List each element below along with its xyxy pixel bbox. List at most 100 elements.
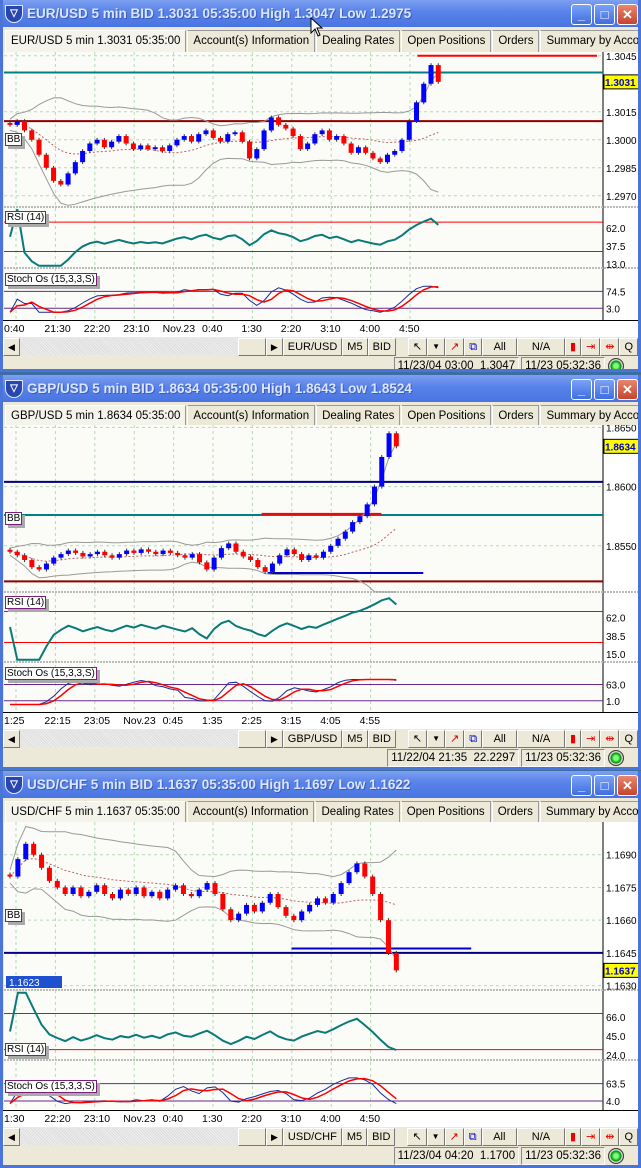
tab-summary-by-accounts[interactable]: Summary by Accounts (540, 30, 638, 52)
cursor-tool-icon[interactable]: ↖ (407, 729, 428, 748)
title-bar[interactable]: ▽ GBP/USD 5 min BID 1.8634 05:35:00 High… (3, 375, 638, 402)
symbol-button[interactable]: GBP/USD (282, 729, 343, 748)
tab-chart[interactable]: GBP/USD 5 min 1.8634 05:35:00 (5, 405, 187, 427)
stoch-indicator-label[interactable]: Stoch Os (15,3,3,S) (5, 1080, 97, 1093)
time-tick-label: 2:20 (280, 323, 302, 335)
na-button[interactable]: N/A (517, 729, 565, 748)
rsi-indicator-label[interactable]: RSI (14) (5, 211, 47, 224)
timeframe-button[interactable]: M5 (341, 1127, 368, 1146)
candle-up (428, 65, 434, 84)
scroll-right-button[interactable]: ▶ (265, 337, 283, 356)
price-chart[interactable]: 1.3045 1.3015 1.3000 1.2985 1.2970 1.3031 62.0… (4, 52, 639, 320)
tab-open-positions[interactable]: Open Positions (401, 405, 492, 427)
minimize-button[interactable]: _ (571, 775, 592, 796)
title-bar[interactable]: ▽ EUR/USD 5 min BID 1.3031 05:35:00 High… (3, 0, 638, 27)
tab-open-positions[interactable]: Open Positions (401, 30, 492, 52)
tab-orders[interactable]: Orders (492, 405, 540, 427)
scroll-left-button[interactable]: ◀ (3, 1127, 20, 1146)
stoch-indicator-label[interactable]: Stoch Os (15,3,3,S) (5, 273, 97, 286)
na-button[interactable]: N/A (516, 1127, 565, 1146)
zoom-out-icon[interactable]: ⇹ (600, 337, 620, 356)
candle-up (236, 913, 242, 921)
scroll-track-end[interactable] (237, 337, 266, 356)
maximize-button[interactable]: □ (594, 379, 615, 400)
candle-down (153, 551, 159, 555)
all-button[interactable]: All (481, 1127, 517, 1146)
scroll-track-end[interactable] (237, 729, 266, 748)
bb-indicator-label[interactable]: BB (5, 909, 23, 922)
quote-button[interactable]: Q (619, 729, 638, 748)
quote-button[interactable]: Q (619, 337, 638, 356)
tab-orders[interactable]: Orders (492, 30, 540, 52)
all-button[interactable]: All (482, 729, 518, 748)
candle-style-icon[interactable]: ▮ (564, 1127, 581, 1146)
dropdown-arrow-icon[interactable]: ▼ (427, 729, 446, 748)
symbol-button[interactable]: EUR/USD (282, 337, 343, 356)
object-tool-icon[interactable]: ⧉ (463, 1127, 482, 1146)
cursor-tool-icon[interactable]: ↖ (407, 337, 428, 356)
scroll-left-button[interactable]: ◀ (3, 337, 20, 356)
candle-up (421, 83, 427, 103)
tab-open-positions[interactable]: Open Positions (400, 801, 491, 823)
dropdown-arrow-icon[interactable]: ▼ (426, 1127, 445, 1146)
zoom-in-icon[interactable]: ⇥ (581, 729, 601, 748)
candle-down (326, 130, 332, 140)
bb-indicator-label[interactable]: BB (5, 512, 23, 525)
price-type-button[interactable]: BID (367, 729, 396, 748)
zoom-out-icon[interactable]: ⇹ (600, 729, 620, 748)
zoom-in-icon[interactable]: ⇥ (581, 1127, 601, 1146)
minimize-button[interactable]: _ (571, 379, 592, 400)
price-type-button[interactable]: BID (367, 1127, 396, 1146)
bb-indicator-label[interactable]: BB (5, 133, 23, 146)
rsi-indicator-label[interactable]: RSI (14) (5, 596, 47, 609)
scroll-right-button[interactable]: ▶ (266, 1127, 283, 1146)
tab-dealing-rates[interactable]: Dealing Rates (316, 30, 401, 52)
tab-chart[interactable]: EUR/USD 5 min 1.3031 05:35:00 (5, 30, 187, 52)
horizontal-scrollbar[interactable] (19, 338, 238, 355)
candle-style-icon[interactable]: ▮ (564, 337, 581, 356)
tab-orders[interactable]: Orders (491, 801, 539, 823)
close-button[interactable]: ✕ (617, 775, 638, 796)
na-button[interactable]: N/A (517, 337, 565, 356)
zoom-in-icon[interactable]: ⇥ (581, 337, 601, 356)
tab-account-s-information[interactable]: Account(s) Information (187, 30, 316, 52)
scroll-track-end[interactable] (237, 1127, 266, 1146)
stoch-indicator-label[interactable]: Stoch Os (15,3,3,S) (5, 667, 97, 680)
timeframe-button[interactable]: M5 (342, 729, 368, 748)
tab-account-s-information[interactable]: Account(s) Information (186, 801, 315, 823)
trendline-tool-icon[interactable]: ↗ (444, 1127, 464, 1146)
title-bar[interactable]: ▽ USD/CHF 5 min BID 1.1637 05:35:00 High… (3, 771, 638, 798)
quote-button[interactable]: Q (619, 1127, 638, 1146)
trendline-tool-icon[interactable]: ↗ (445, 729, 465, 748)
zoom-out-icon[interactable]: ⇹ (600, 1127, 620, 1146)
close-button[interactable]: ✕ (617, 4, 638, 25)
price-chart[interactable]: 1.1690 1.1675 1.1660 1.1645 1.1630 1.1637 1.16… (4, 822, 639, 1110)
scroll-right-button[interactable]: ▶ (265, 729, 283, 748)
timeframe-button[interactable]: M5 (342, 337, 368, 356)
tab-dealing-rates[interactable]: Dealing Rates (316, 405, 401, 427)
tab-dealing-rates[interactable]: Dealing Rates (315, 801, 400, 823)
price-type-button[interactable]: BID (367, 337, 396, 356)
horizontal-scrollbar[interactable] (19, 730, 238, 747)
dropdown-arrow-icon[interactable]: ▼ (427, 337, 446, 356)
trendline-tool-icon[interactable]: ↗ (445, 337, 465, 356)
object-tool-icon[interactable]: ⧉ (464, 729, 483, 748)
tab-account-s-information[interactable]: Account(s) Information (187, 405, 316, 427)
maximize-button[interactable]: □ (594, 775, 615, 796)
scroll-left-button[interactable]: ◀ (3, 729, 20, 748)
tab-summary-by-accounts[interactable]: Summary by Accounts (539, 801, 638, 823)
cursor-tool-icon[interactable]: ↖ (407, 1127, 427, 1146)
tab-chart[interactable]: USD/CHF 5 min 1.1637 05:35:00 (5, 801, 186, 823)
minimize-button[interactable]: _ (571, 4, 592, 25)
object-tool-icon[interactable]: ⧉ (464, 337, 483, 356)
candle-up (94, 885, 100, 892)
close-button[interactable]: ✕ (617, 379, 638, 400)
all-button[interactable]: All (482, 337, 518, 356)
price-chart[interactable]: 1.8650 1.8600 1.8550 1.8634 62.0 38.5 15.0 63.0… (4, 425, 639, 712)
horizontal-scrollbar[interactable] (19, 1128, 238, 1145)
tab-summary-by-accounts[interactable]: Summary by Accounts (540, 405, 638, 427)
symbol-button[interactable]: USD/CHF (282, 1127, 342, 1146)
candle-style-icon[interactable]: ▮ (564, 729, 581, 748)
maximize-button[interactable]: □ (594, 4, 615, 25)
rsi-indicator-label[interactable]: RSI (14) (5, 1043, 47, 1056)
